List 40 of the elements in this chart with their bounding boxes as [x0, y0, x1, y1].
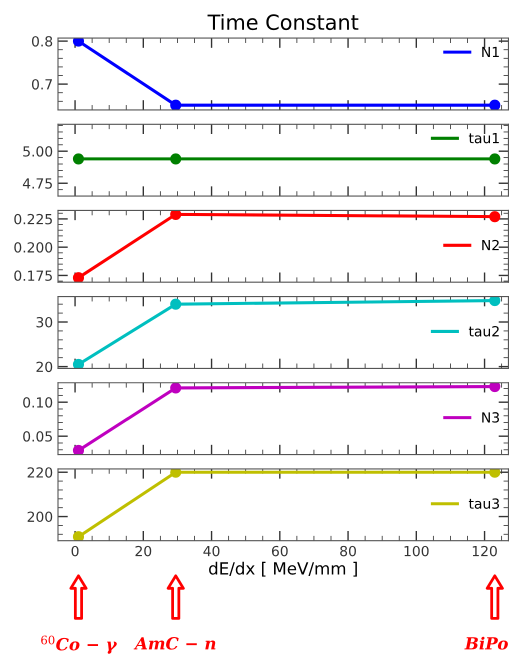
y-tick-label: 200 — [28, 512, 52, 522]
y-tick-label: 0.200 — [14, 242, 52, 253]
y-tick-label: 20 — [36, 362, 52, 372]
y-tick-label: 4.75 — [22, 178, 52, 189]
y-tick-label: 5.00 — [23, 146, 52, 157]
x-axis-title: dE/dx [ MeV/mm ] — [209, 562, 357, 577]
y-tick-label: 0.225 — [14, 214, 52, 224]
point — [489, 382, 500, 392]
point — [72, 358, 84, 368]
x-tick-label: 40 — [203, 546, 220, 556]
y-tick-label: 0.10 — [23, 397, 52, 408]
text: AmC − n — [134, 637, 216, 650]
point — [170, 210, 182, 220]
y-tick-label: 0.7 — [32, 79, 52, 90]
point — [72, 444, 84, 455]
point — [489, 296, 500, 306]
legend-label: tau3 — [468, 498, 499, 509]
text: N1 — [482, 46, 499, 57]
y-tick-label: 0.8 — [32, 36, 52, 47]
legend-label: tau2 — [468, 326, 499, 337]
y-tick-label: 220 — [28, 467, 52, 478]
legend-label: tau1 — [468, 133, 499, 144]
point — [170, 382, 182, 394]
text: $^{60}$Co − γ — [41, 636, 117, 654]
x-tick-label: 120 — [472, 546, 497, 556]
x-tick-label: 100 — [404, 546, 429, 556]
chart-title: Time Constant — [208, 14, 358, 30]
x-tick-label: 60 — [272, 546, 288, 556]
y-tick-label: 0.175 — [14, 270, 52, 281]
x-tick-label: 0 — [72, 546, 79, 556]
y-tick-label: 30 — [36, 316, 52, 328]
x-tick-label: 20 — [135, 546, 152, 556]
legend-label: N2 — [482, 240, 499, 250]
y-tick-label: 0.05 — [23, 431, 52, 442]
point — [72, 272, 84, 282]
text: BiPo — [464, 636, 508, 650]
point — [489, 211, 500, 222]
legend-label: N3 — [482, 412, 499, 423]
x-tick-label: 80 — [340, 546, 356, 556]
point — [170, 298, 182, 310]
